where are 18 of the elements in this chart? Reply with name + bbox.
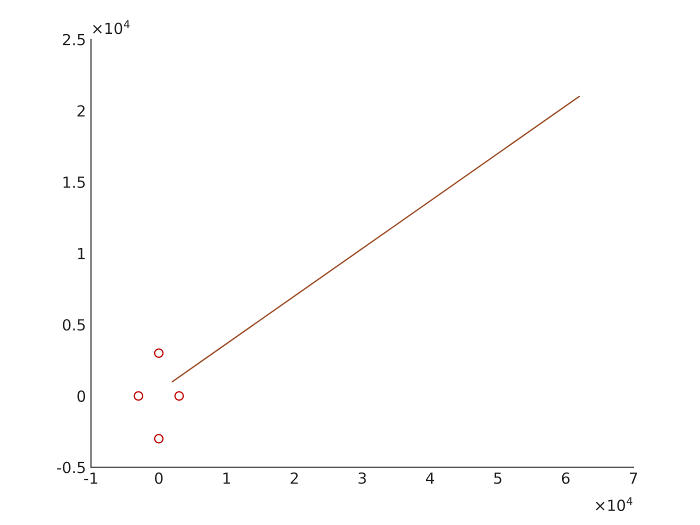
x-tick-label: 5: [494, 472, 502, 484]
x-tick-label: -1: [84, 472, 98, 484]
x-tick-label: 0: [154, 472, 163, 484]
x-tick-label: 7: [630, 472, 638, 484]
y-tick-label: 1.5: [64, 176, 85, 188]
y-tick-label: 2: [78, 105, 85, 116]
y-tick-label: 2.5: [62, 34, 85, 46]
y-tick-label: 1: [78, 248, 85, 260]
y-tick-label: 0.5: [62, 319, 85, 331]
x-tick-label: 2: [290, 472, 298, 484]
x-tick-label: 4: [426, 472, 434, 484]
text: ×10$^{4}$: [93, 20, 130, 34]
text: ×10$^{4}$: [596, 497, 632, 512]
x-tick-label: 6: [562, 472, 570, 484]
x-tick-label: 1: [223, 472, 230, 484]
x-tick-label: 3: [358, 472, 366, 484]
y-tick-label: 0: [77, 390, 86, 402]
y-tick-label: -0.5: [57, 462, 85, 474]
